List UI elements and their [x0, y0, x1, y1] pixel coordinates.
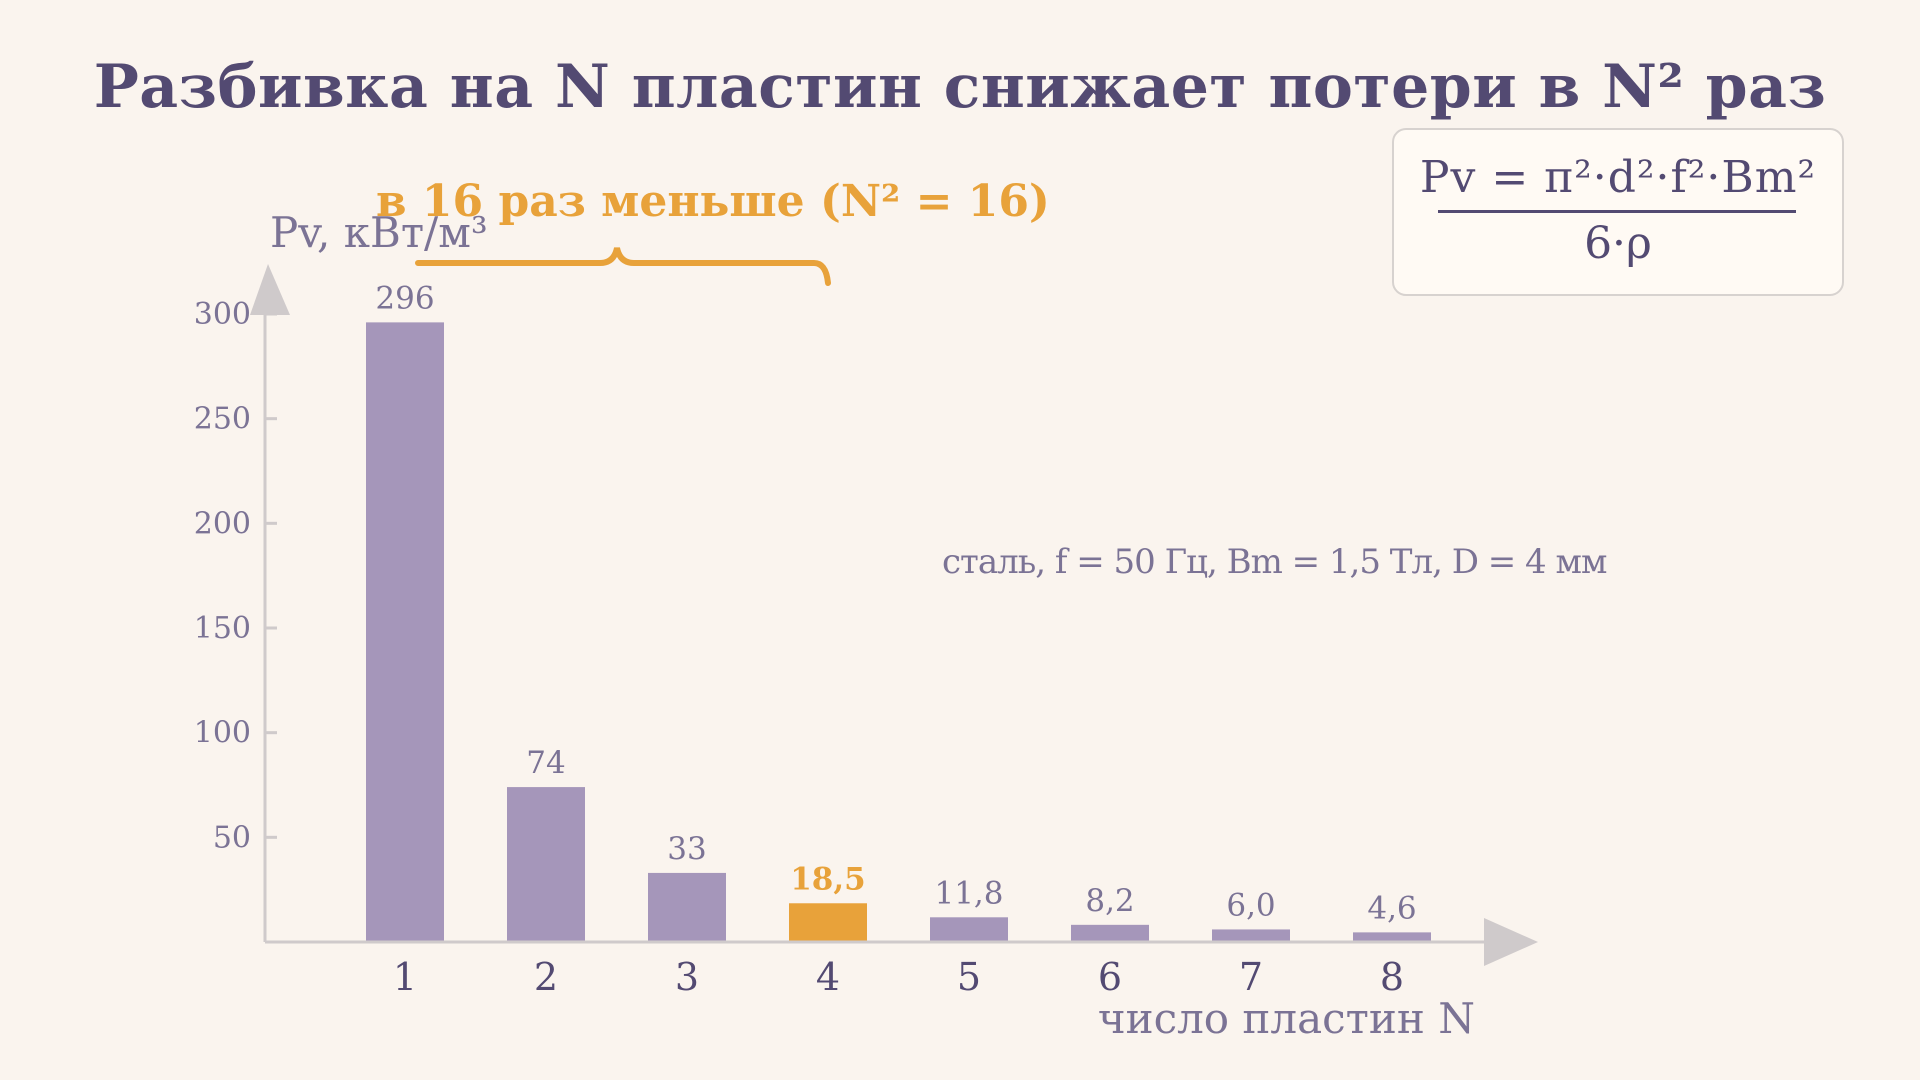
x-tick-label: 7 [1239, 955, 1263, 999]
conditions-note: сталь, f = 50 Гц, Bm = 1,5 Тл, D = 4 мм [942, 542, 1607, 582]
bar-value-label: 8,2 [1085, 883, 1134, 919]
bar-value-label: 18,5 [790, 861, 866, 897]
x-tick-label: 1 [393, 955, 417, 999]
x-tick-label: 8 [1380, 955, 1404, 999]
y-tick-label: 300 [194, 297, 251, 332]
bar-value-label: 6,0 [1226, 887, 1275, 923]
bar [1353, 932, 1431, 942]
y-tick-label: 250 [194, 402, 251, 437]
annotation-brace [415, 247, 831, 286]
bar [930, 917, 1008, 942]
formula-denominator: 6·ρ [1584, 218, 1652, 269]
bar [1071, 924, 1149, 942]
formula-numerator: Pv = π²·d²·f²·Bm² [1419, 152, 1817, 203]
y-tick-label: 50 [213, 820, 251, 855]
bar [648, 872, 726, 942]
y-tick-label: 150 [194, 611, 251, 646]
bar [507, 787, 585, 942]
bar [366, 322, 444, 943]
x-tick-label: 2 [534, 955, 558, 999]
annotation-label: в 16 раз меньше (N² = 16) [376, 176, 1050, 227]
bar-value-label: 11,8 [934, 875, 1003, 911]
x-tick-label: 6 [1098, 955, 1122, 999]
x-tick-label: 5 [957, 955, 981, 999]
x-axis-arrow-icon [1484, 918, 1538, 966]
bar-value-label: 296 [375, 280, 434, 316]
bar [789, 903, 867, 942]
bar [1212, 929, 1290, 942]
page-title: Разбивка на N пластин снижает потери в N… [93, 52, 1827, 122]
bar-value-label: 74 [526, 745, 565, 781]
bar-value-label: 33 [667, 831, 706, 867]
y-tick-label: 100 [194, 716, 251, 751]
y-tick-label: 200 [194, 506, 251, 541]
x-axis-label: число пластин N [1097, 994, 1475, 1043]
y-axis-label: Pv, кВт/м³ [270, 208, 488, 257]
x-tick-label: 4 [816, 955, 840, 999]
formula-fraction-line [1438, 210, 1796, 213]
y-axis-arrow-icon [250, 264, 290, 315]
x-tick-label: 3 [675, 955, 699, 999]
bar-value-label: 4,6 [1367, 890, 1416, 926]
formula-box: Pv = π²·d²·f²·Bm² 6·ρ [1392, 128, 1844, 296]
